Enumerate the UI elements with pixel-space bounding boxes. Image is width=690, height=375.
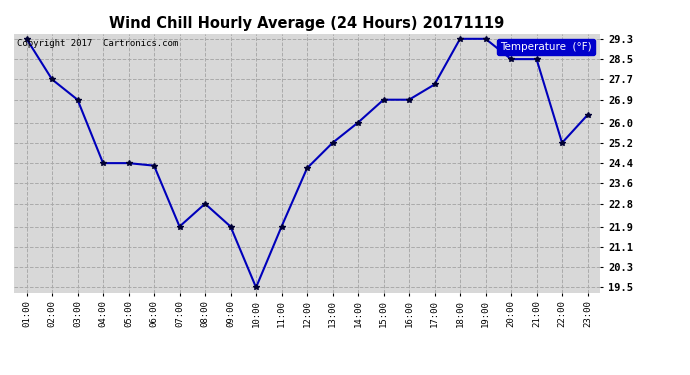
Text: Copyright 2017  Cartronics.com: Copyright 2017 Cartronics.com	[17, 39, 178, 48]
Legend: Temperature  (°F): Temperature (°F)	[497, 39, 595, 55]
Title: Wind Chill Hourly Average (24 Hours) 20171119: Wind Chill Hourly Average (24 Hours) 201…	[110, 16, 504, 31]
